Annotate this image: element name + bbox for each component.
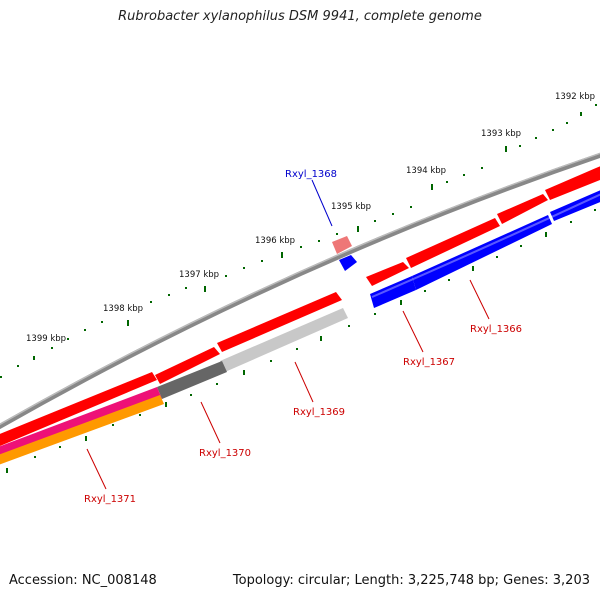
gene-label[interactable]: Rxyl_1371	[84, 494, 136, 505]
gene-label[interactable]: Rxyl_1367	[403, 357, 455, 368]
pseudogene-dark[interactable]	[157, 361, 227, 399]
gene-arrow-blue[interactable]	[370, 276, 416, 308]
gene-label[interactable]: Rxyl_1369	[293, 407, 345, 418]
leader-line	[200, 401, 221, 444]
map-title: Rubrobacter xylanophilus DSM 9941, compl…	[118, 9, 482, 24]
scale-label: 1395 kbp	[331, 202, 371, 212]
genome-backbone-highlight	[0, 152, 600, 426]
gene-arrow-blue[interactable]	[550, 186, 600, 221]
scale-arc-inner	[6, 209, 596, 473]
gene-arrow-blue[interactable]	[412, 215, 552, 290]
pseudogene-feature[interactable]	[332, 236, 352, 254]
scale-label: 1393 kbp	[481, 129, 521, 139]
cds-arrow[interactable]	[217, 292, 342, 352]
cds-arrow[interactable]	[155, 347, 220, 384]
gene-label[interactable]: Rxyl_1366	[470, 324, 522, 335]
leader-line	[294, 361, 314, 403]
scale-label: 1398 kbp	[103, 304, 143, 314]
cds-arrow[interactable]	[406, 218, 500, 268]
gene-label[interactable]: Rxyl_1368	[285, 169, 337, 180]
cds-track-upper	[0, 162, 600, 450]
orange-feature[interactable]	[0, 395, 164, 468]
leader-line	[469, 279, 490, 320]
genome-backbone	[0, 152, 600, 430]
lower-track	[0, 308, 348, 468]
gene-track-blue	[370, 186, 600, 308]
cds-arrow[interactable]	[366, 262, 409, 286]
leader-line	[86, 448, 107, 490]
pseudogene-light[interactable]	[220, 308, 348, 372]
scale-label: 1396 kbp	[255, 236, 295, 246]
cds-arrow[interactable]	[497, 194, 548, 224]
leader-line	[402, 310, 424, 353]
genome-summary-text: Topology: circular; Length: 3,225,748 bp…	[232, 573, 590, 588]
accession-text: Accession: NC_008148	[9, 573, 157, 588]
scale-label: 1392 kbp	[555, 92, 595, 102]
gene-label[interactable]: Rxyl_1370	[199, 448, 251, 459]
scale-label: 1399 kbp	[26, 334, 66, 344]
cds-arrow[interactable]	[0, 372, 157, 450]
gene-feature-blue[interactable]	[339, 255, 357, 271]
leader-line	[311, 179, 333, 227]
scale-arc-outer	[0, 104, 597, 378]
cds-arrow[interactable]	[545, 162, 600, 200]
scale-label: 1397 kbp	[179, 270, 219, 280]
scale-label: 1394 kbp	[406, 166, 446, 176]
